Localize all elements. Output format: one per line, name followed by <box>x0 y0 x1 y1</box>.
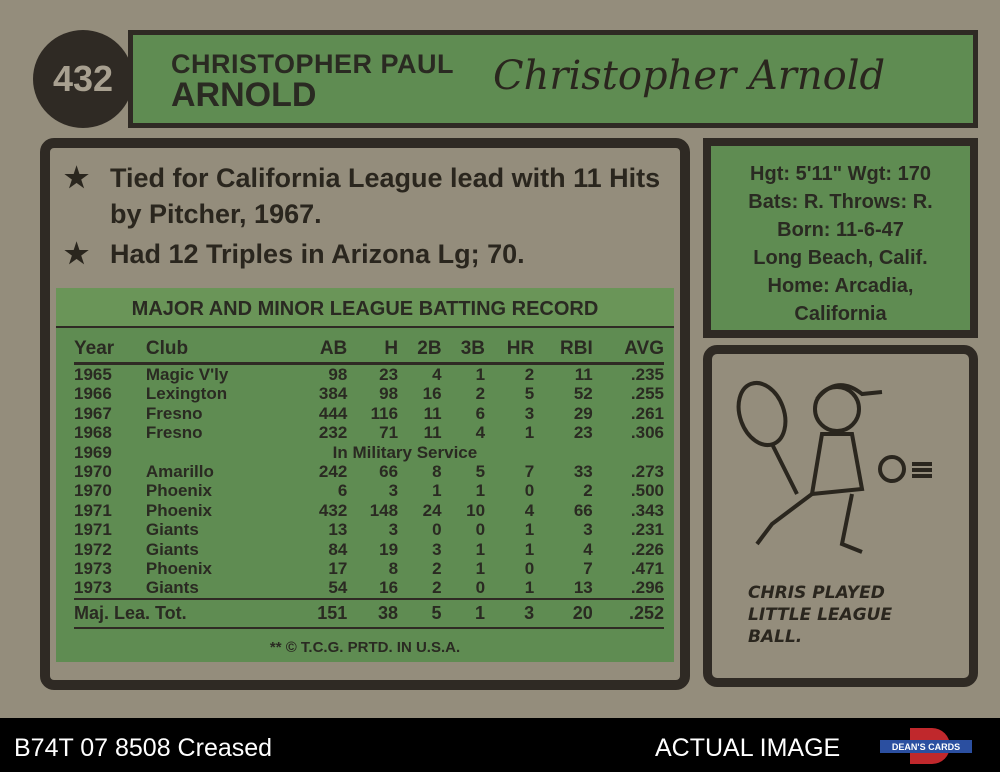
table-row: 1969 In Military Service <box>74 442 478 462</box>
copyright: ** © T.C.G. PRTD. IN U.S.A. <box>269 639 461 656</box>
star-icon: ★ <box>64 162 90 193</box>
table-row: 1968 Fresno 232 71 11 4 1 23.306 <box>74 423 664 443</box>
fact: ★ Tied for California League lead with 11… <box>64 162 661 229</box>
card-back: 432 CHRISTOPHER PAUL ARNOLD Christopher … <box>0 0 1000 718</box>
bio-line: Hgt: 5'11" Wgt: 170 <box>750 163 931 185</box>
column-header: 2B <box>398 336 442 365</box>
table-title: MAJOR AND MINOR LEAGUE BATTING RECORD <box>56 288 674 328</box>
table-row: 1965 Magic V'ly 98 23 4 1 2 11.235 <box>74 365 664 384</box>
info-strip: B74T 07 8508 Creased ACTUAL IMAGE DEAN'S… <box>0 718 1000 772</box>
deans-cards-logo: DEAN'S CARDS <box>880 728 972 764</box>
bio-line: California <box>794 303 887 325</box>
cartoon-caption: CHRIS PLAYED LITTLE LEAGUE BALL. <box>748 583 893 647</box>
table-row: 1971 Phoenix 432 148 24 10 4 66.343 <box>74 500 664 520</box>
column-header: RBI <box>534 336 593 365</box>
item-label: B74T 07 8508 Creased <box>14 734 273 762</box>
stats-panel: ★ Tied for California League lead with 11… <box>40 138 690 690</box>
table-row: 1973 Giants 54 16 2 0 1 13.296 <box>74 578 664 598</box>
column-header: HR <box>485 336 535 365</box>
bio-box: Hgt: 5'11" Wgt: 170 Bats: R. Throws: R. Bo… <box>703 138 978 338</box>
bio-line: Long Beach, Calif. <box>753 247 928 269</box>
column-header: 3B <box>441 336 486 365</box>
star-icon: ★ <box>64 238 90 269</box>
totals-row: Maj. Lea. Tot. 151 38 5 1 3 20.252 <box>74 597 664 630</box>
bio-line: Born: 11-6-47 <box>777 219 904 241</box>
name-banner: CHRISTOPHER PAUL ARNOLD Christopher Arno… <box>128 30 978 128</box>
table-row: 1970 Phoenix 6 3 1 1 0 2.500 <box>74 481 664 501</box>
actual-image-label: ACTUAL IMAGE <box>655 734 841 762</box>
bio-line: Home: Arcadia, <box>767 275 914 297</box>
column-header: AVG <box>592 336 664 365</box>
table-row: 1972 Giants 84 19 3 1 1 4.226 <box>74 539 664 559</box>
table-row: 1967 Fresno 444 116 11 6 3 29.261 <box>74 403 664 423</box>
signature: Christopher Arnold <box>493 53 886 99</box>
table-row: 1966 Lexington 384 98 16 2 5 52.255 <box>74 384 664 404</box>
fact: ★ Had 12 Triples in Arizona Lg; 70. <box>64 236 680 272</box>
svg-text:DEAN'S CARDS: DEAN'S CARDS <box>892 742 960 752</box>
card-number: 432 <box>33 30 133 128</box>
bio-line: Bats: R. Throws: R. <box>748 191 933 213</box>
column-header: Club <box>145 336 294 365</box>
table-row: 1973 Phoenix 17 8 2 1 0 7.471 <box>74 559 664 579</box>
column-header: AB <box>293 336 348 365</box>
cartoon-panel: CHRIS PLAYED LITTLE LEAGUE BALL. <box>703 345 978 687</box>
column-header: Year <box>74 336 146 365</box>
column-header: H <box>347 336 399 365</box>
cartoon-illustration <box>736 381 932 554</box>
table-row: 1970 Amarillo 242 66 8 5 7 33.273 <box>74 462 664 482</box>
last-name: ARNOLD <box>171 76 317 114</box>
batting-record: MAJOR AND MINOR LEAGUE BATTING RECORD Ye… <box>56 288 674 662</box>
first-name: CHRISTOPHER PAUL <box>171 49 455 79</box>
table-row: 1971 Giants 13 3 0 0 1 3.231 <box>74 520 664 540</box>
